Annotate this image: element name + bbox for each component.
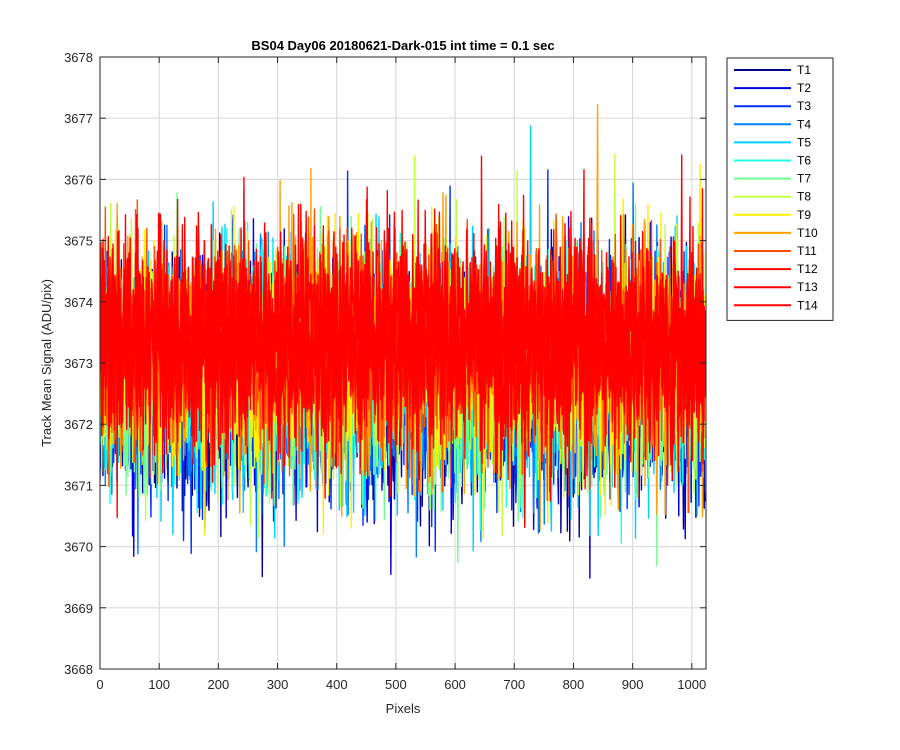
legend: T1 T2 T3 T4 T5 T6 T7 T8 T9 T10 T11 T12 T13 T14 [726,57,834,321]
y-tick-label: 3668 [64,662,93,677]
x-tick-label: 100 [148,677,170,692]
series-line-t14 [100,196,706,502]
legend-box [726,57,834,321]
series-layer [100,104,706,579]
y-tick-label: 3675 [64,234,93,249]
x-tick-label: 900 [622,677,644,692]
y-tick-label: 3672 [64,417,93,432]
legend-label-t6: T6 [797,154,811,168]
y-tick-label: 3669 [64,601,93,616]
y-tick-label: 3670 [64,540,93,555]
legend-label-t9: T9 [797,208,811,222]
legend-label-t12: T12 [797,262,818,276]
legend-label-t3: T3 [797,99,811,113]
y-axis-label: Track Mean Signal (ADU/pix) [39,279,54,447]
legend-label-t1: T1 [797,63,811,77]
y-tick-label: 3671 [64,478,93,493]
y-tick-label: 3677 [64,111,93,126]
legend-label-t11: T11 [797,244,817,258]
x-axis-label: Pixels [386,701,421,716]
y-tick-label: 3674 [64,295,93,310]
x-tick-label: 700 [503,677,525,692]
x-tick-labels: 0 100 200 300 400 500 600 700 800 900 1000 [96,677,706,692]
legend-label-t8: T8 [797,190,811,204]
chart-title: BS04 Day06 20180621-Dark-015 int time = … [251,38,554,53]
legend-label-t2: T2 [797,81,811,95]
y-tick-label: 3673 [64,356,93,371]
x-tick-label: 1000 [677,677,706,692]
y-tick-label: 3678 [64,50,93,65]
y-tick-labels: 3668 3669 3670 3671 3672 3673 3674 3675 3676 3677… [64,50,93,677]
legend-label-t10: T10 [797,226,818,240]
legend-label-t14: T14 [797,298,818,312]
legend-label-t5: T5 [797,135,811,149]
x-tick-label: 400 [326,677,348,692]
x-tick-label: 800 [563,677,585,692]
x-tick-label: 600 [444,677,466,692]
axis-ticks [99,56,706,670]
x-tick-label: 500 [385,677,407,692]
x-tick-label: 300 [267,677,289,692]
x-tick-label: 200 [208,677,230,692]
legend-label-t4: T4 [797,117,811,131]
y-tick-label: 3676 [64,172,93,187]
legend-label-t13: T13 [797,280,818,294]
x-tick-label: 0 [96,677,103,692]
legend-label-t7: T7 [797,172,811,186]
